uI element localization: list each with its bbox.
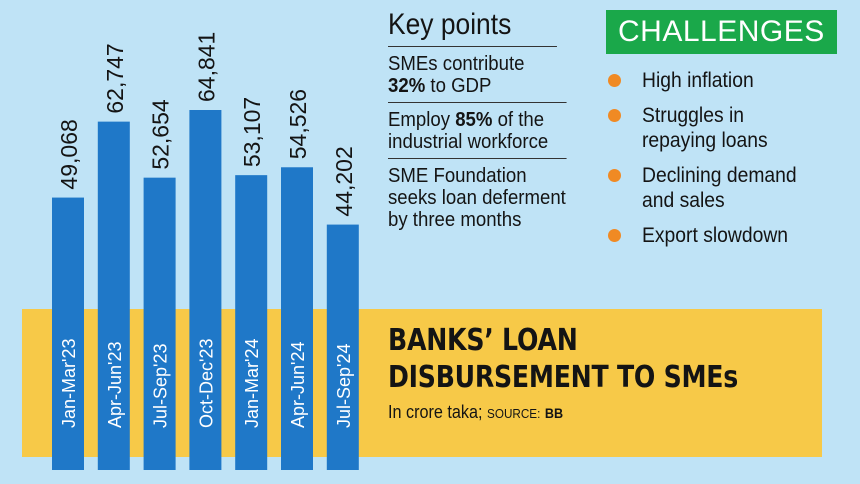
bar: [326, 224, 359, 470]
challenge-text: Declining demand: [642, 164, 797, 187]
challenge-text: and sales: [642, 189, 725, 212]
category-label: Apr-Jun'24: [288, 342, 308, 428]
unit-label: In crore taka;: [388, 402, 483, 422]
key-point-3: SME Foundation seeks loan deferment by t…: [388, 159, 567, 236]
key-points-panel: Key points SMEs contribute 32% to GDP Em…: [388, 8, 580, 236]
bar: [143, 177, 176, 470]
category-label: Jan-Mar'23: [59, 339, 79, 428]
bar: [235, 175, 268, 470]
challenge-text: Export slowdown: [642, 224, 789, 247]
bar: [281, 167, 313, 470]
key-point-text: of the: [492, 109, 545, 131]
challenge-item: Export slowdown: [606, 223, 846, 248]
challenge-item: Declining demand and sales: [606, 163, 846, 213]
category-label: Jul-Sep'23: [151, 344, 171, 429]
bullet-dot-icon: [608, 229, 621, 242]
challenge-text: High inflation: [642, 69, 754, 92]
key-point-text: by three months: [388, 209, 522, 231]
chart-title-line-1: BANKS’ LOAN: [388, 323, 578, 358]
challenge-item: Struggles in repaying loans: [606, 103, 846, 153]
bar: [52, 197, 84, 470]
key-point-text: Employ: [388, 109, 456, 131]
category-label: Apr-Jun'23: [105, 342, 125, 428]
key-point-1: SMEs contribute 32% to GDP: [388, 47, 567, 103]
key-point-text: SME Foundation: [388, 165, 527, 187]
value-label: 54,526: [285, 89, 311, 159]
challenges-panel: CHALLENGES High inflation Struggles in rep…: [606, 10, 846, 258]
bullet-dot-icon: [608, 74, 621, 87]
key-point-text: industrial workforce: [388, 131, 549, 153]
chart-subtitle: In crore taka; SOURCE: BB: [388, 402, 775, 423]
challenge-text: repaying loans: [642, 129, 768, 152]
value-label: 62,747: [102, 43, 128, 113]
key-point-line: seeks loan deferment: [388, 187, 567, 209]
key-point-line: Employ 85% of the: [388, 109, 567, 131]
challenge-item: High inflation: [606, 68, 846, 93]
key-point-line: 32% to GDP: [388, 75, 567, 97]
key-point-highlight: 85%: [455, 109, 493, 131]
chart-title-line-2: DISBURSEMENT TO SMEs: [388, 360, 739, 395]
key-point-line: by three months: [388, 209, 567, 231]
bullet-dot-icon: [608, 109, 621, 122]
key-point-2: Employ 85% of the industrial workforce: [388, 103, 567, 159]
bar: [189, 110, 222, 470]
source-value: BB: [544, 405, 564, 421]
key-point-line: SMEs contribute: [388, 53, 567, 75]
key-point-text: to GDP: [425, 75, 492, 97]
bullet-dot-icon: [608, 169, 621, 182]
key-point-text: SMEs contribute: [388, 53, 525, 75]
challenges-list: High inflation Struggles in repaying loans…: [606, 68, 846, 248]
category-label: Jan-Mar'24: [242, 339, 262, 428]
key-point-line: industrial workforce: [388, 131, 567, 153]
value-label: 44,202: [331, 146, 357, 216]
key-point-text: seeks loan deferment: [388, 187, 566, 209]
value-label: 64,841: [193, 32, 219, 102]
value-label: 52,654: [148, 99, 174, 170]
key-point-highlight: 32%: [388, 75, 426, 97]
value-label: 53,107: [239, 97, 265, 167]
value-label: 49,068: [56, 119, 82, 189]
source-label: SOURCE:: [487, 406, 541, 421]
category-label: Jul-Sep'24: [334, 344, 354, 429]
key-points-title: Key points: [388, 8, 557, 47]
chart-title-block: BANKS’ LOAN DISBURSEMENT TO SMEs In cror…: [388, 322, 818, 423]
bar: [97, 121, 130, 470]
challenges-title: CHALLENGES: [606, 10, 837, 54]
key-point-line: SME Foundation: [388, 165, 567, 187]
challenge-text: Struggles in: [642, 104, 745, 127]
category-label: Oct-Dec'23: [196, 339, 216, 428]
